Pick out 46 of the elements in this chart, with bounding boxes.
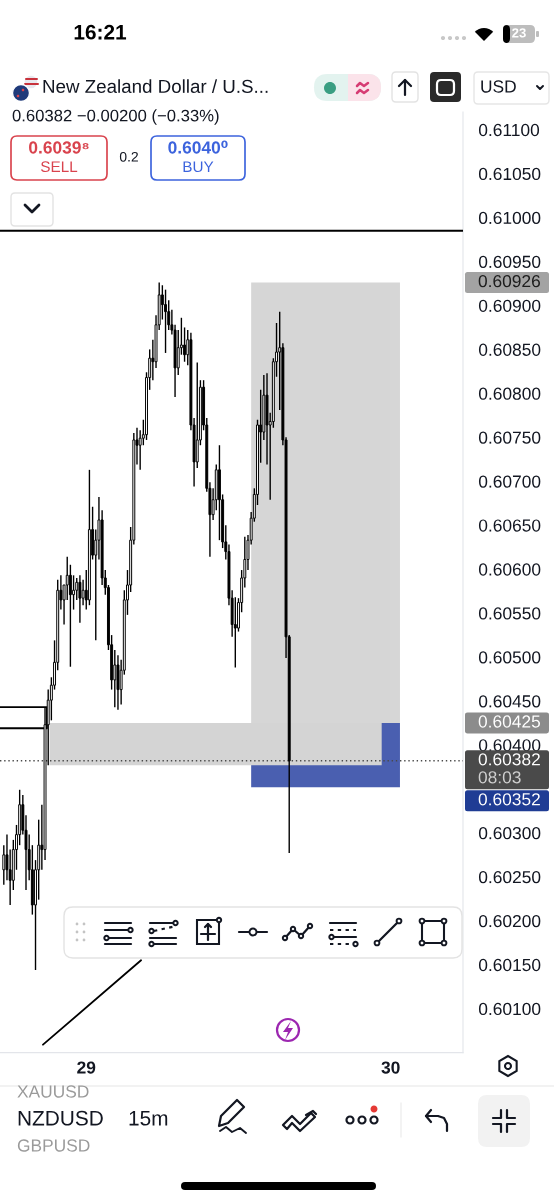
y-tick-label: 0.60200 [478, 914, 541, 928]
y-tick-label: 0.60800 [478, 387, 541, 400]
candlestick [65, 556, 69, 601]
y-tick-label: 0.61000 [478, 211, 541, 225]
y-tick-label: 0.60650 [478, 519, 541, 532]
x-tick-label: 29 [77, 1061, 96, 1074]
y-tick-label: 0.60900 [478, 299, 541, 312]
candlestick [78, 574, 82, 624]
text: 23 [512, 28, 526, 38]
ref-line-label: 0.60382 08:03 [478, 753, 540, 784]
text: USD [481, 80, 516, 93]
text: XAUUSD [17, 1085, 89, 1098]
text: 0.60926 [478, 274, 540, 288]
y-tick-label: 0.60750 [478, 431, 541, 444]
annotation: SELL [41, 161, 78, 173]
y-tick-label: 0.61050 [478, 167, 541, 181]
text: NZDUSD [18, 1110, 103, 1126]
annotation: 0.6040⁰ [168, 140, 228, 154]
y-tick-label: 0.60500 [478, 651, 541, 664]
text: 16:21 [74, 24, 127, 40]
annotation: BUY [183, 161, 214, 173]
text: 15m [129, 1111, 168, 1126]
y-tick-label: 0.60550 [478, 607, 541, 620]
chart-subtitle: 0.60382 −0.00200 (−0.33%) [12, 109, 219, 125]
text: 0.60425 [478, 715, 541, 728]
x-tick-label: 30 [381, 1061, 400, 1074]
text: GBPUSD [17, 1139, 90, 1152]
annotation: 0.2 [119, 151, 138, 162]
y-tick-label: 0.60850 [478, 343, 541, 356]
y-tick-label: 0.60250 [478, 870, 541, 884]
y-tick-label: 0.60400 [478, 739, 541, 752]
text: 0.60352 [478, 793, 540, 806]
y-tick-label: 0.60700 [478, 475, 541, 488]
candlestick [72, 574, 76, 611]
y-tick-label: 0.60100 [478, 1002, 541, 1016]
chart-title: New Zealand Dollar / U.S... [43, 79, 268, 94]
candlestick [195, 361, 199, 469]
y-tick-label: 0.60300 [478, 827, 541, 840]
y-tick-label: 0.60600 [478, 563, 541, 576]
y-tick-label: 0.61100 [478, 123, 540, 137]
annotation: 0.6039⁸ [29, 141, 89, 154]
candlestick [164, 288, 168, 354]
y-tick-label: 0.60450 [478, 695, 541, 708]
candlestick [2, 844, 6, 886]
y-tick-label: 0.60950 [478, 255, 541, 268]
y-tick-label: 0.60150 [478, 958, 541, 972]
